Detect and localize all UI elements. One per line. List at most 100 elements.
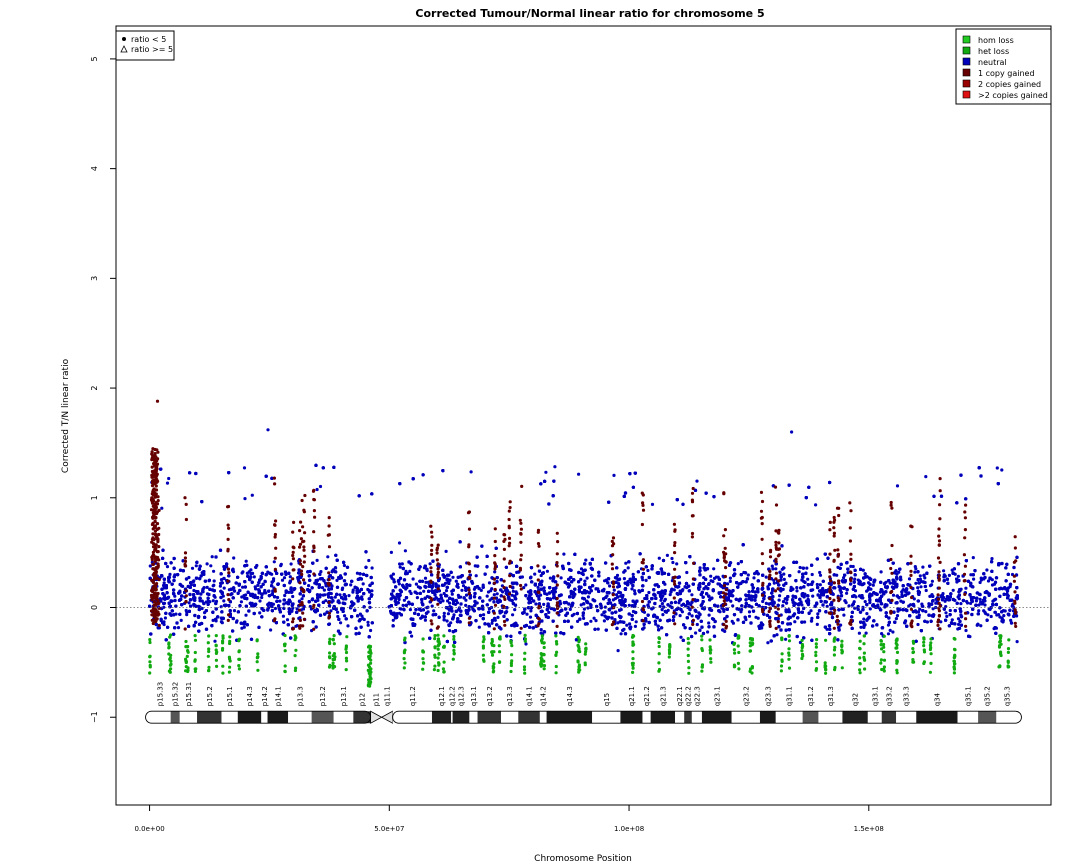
neutral-point bbox=[185, 613, 189, 617]
neutral-point bbox=[367, 558, 371, 563]
neutral-point bbox=[622, 577, 627, 581]
neutral-point bbox=[846, 571, 850, 575]
neutral-point bbox=[995, 613, 999, 617]
neutral-point bbox=[584, 558, 588, 562]
neutral-point bbox=[971, 556, 975, 560]
neutral-point bbox=[403, 549, 407, 553]
neutral-point bbox=[446, 612, 450, 616]
neutral-point bbox=[533, 572, 537, 576]
neutral-point bbox=[625, 623, 629, 627]
neutral-point bbox=[815, 622, 819, 627]
neutral-point bbox=[485, 594, 489, 598]
neutral-point bbox=[612, 588, 616, 592]
neutral-point bbox=[857, 631, 862, 635]
neutral-point bbox=[347, 594, 351, 598]
neutral-point bbox=[454, 579, 458, 583]
neutral-point bbox=[335, 578, 339, 583]
neutral-point bbox=[613, 597, 618, 601]
neutral-point bbox=[448, 601, 452, 605]
neutral-point bbox=[315, 558, 319, 563]
neutral-point bbox=[148, 564, 152, 568]
neutral-point bbox=[329, 609, 333, 613]
neutral-point bbox=[444, 589, 449, 593]
neutral-point bbox=[627, 603, 631, 607]
neutral-point bbox=[918, 607, 922, 611]
neutral-point bbox=[194, 564, 198, 568]
neutral-point bbox=[474, 574, 478, 578]
neutral-point bbox=[709, 574, 713, 578]
neutral-point bbox=[706, 630, 710, 634]
neutral-point bbox=[818, 570, 822, 575]
neutral-point bbox=[397, 541, 402, 545]
neutral-point bbox=[582, 607, 587, 611]
neutral-point bbox=[592, 616, 596, 620]
neutral-point bbox=[668, 593, 672, 597]
neutral-point bbox=[570, 614, 574, 618]
neutral-point bbox=[972, 577, 976, 581]
neutral-point bbox=[405, 586, 409, 590]
neutral-point bbox=[698, 566, 702, 570]
neutral-point bbox=[205, 585, 209, 590]
neutral-point bbox=[445, 619, 449, 623]
neutral-point bbox=[338, 593, 342, 597]
neutral-point bbox=[283, 593, 287, 598]
neutral-point bbox=[493, 570, 497, 574]
neutral-point bbox=[825, 604, 829, 609]
neutral-point bbox=[235, 619, 239, 623]
neutral-point bbox=[410, 634, 414, 638]
neutral-point bbox=[370, 566, 374, 570]
neutral-point bbox=[753, 572, 757, 576]
neutral-point bbox=[678, 614, 682, 618]
neutral-point bbox=[513, 608, 517, 612]
neutral-point bbox=[624, 561, 628, 565]
neutral-point bbox=[800, 603, 804, 607]
neutral-point bbox=[201, 590, 205, 594]
neutral-point bbox=[930, 579, 935, 583]
neutral-point bbox=[864, 631, 868, 635]
neutral-point bbox=[358, 612, 362, 616]
neutral-point bbox=[1002, 614, 1006, 618]
neutral-point bbox=[775, 633, 779, 637]
neutral-point bbox=[492, 593, 496, 597]
neutral-point bbox=[524, 583, 528, 587]
neutral-point bbox=[747, 610, 752, 614]
neutral-point bbox=[256, 583, 260, 588]
neutral-point bbox=[525, 612, 529, 616]
neutral-point bbox=[443, 581, 448, 585]
neutral-point bbox=[948, 608, 952, 613]
neutral-point bbox=[585, 576, 589, 580]
neutral-point bbox=[951, 588, 955, 592]
neutral-point bbox=[401, 603, 405, 608]
neutral-point bbox=[260, 595, 264, 600]
neutral-point bbox=[545, 569, 550, 573]
neutral-point bbox=[793, 595, 798, 599]
neutral-point bbox=[464, 598, 468, 602]
neutral-point bbox=[659, 598, 663, 602]
neutral-point bbox=[891, 630, 895, 634]
neutral-point bbox=[879, 570, 883, 574]
neutral-point bbox=[675, 562, 679, 566]
neutral-point bbox=[940, 598, 945, 602]
neutral-point bbox=[582, 616, 586, 621]
neutral-point bbox=[336, 614, 340, 619]
neutral-point bbox=[366, 620, 370, 624]
neutral-point bbox=[594, 619, 598, 623]
neutral-point bbox=[318, 484, 323, 489]
neutral-point bbox=[370, 589, 374, 593]
neutral-point bbox=[489, 589, 493, 593]
neutral-point bbox=[360, 595, 364, 599]
neutral-point bbox=[764, 601, 768, 606]
neutral-point bbox=[340, 587, 344, 592]
neutral-point bbox=[300, 597, 304, 601]
neutral-point bbox=[923, 584, 928, 589]
neutral-point bbox=[553, 465, 557, 469]
neutral-point bbox=[411, 577, 415, 581]
neutral-point bbox=[747, 614, 752, 618]
neutral-point bbox=[616, 649, 620, 653]
neutral-point bbox=[321, 593, 325, 597]
neutral-point bbox=[913, 570, 917, 574]
neutral-point bbox=[939, 620, 943, 624]
neutral-point bbox=[945, 614, 949, 619]
neutral-point bbox=[278, 599, 282, 603]
